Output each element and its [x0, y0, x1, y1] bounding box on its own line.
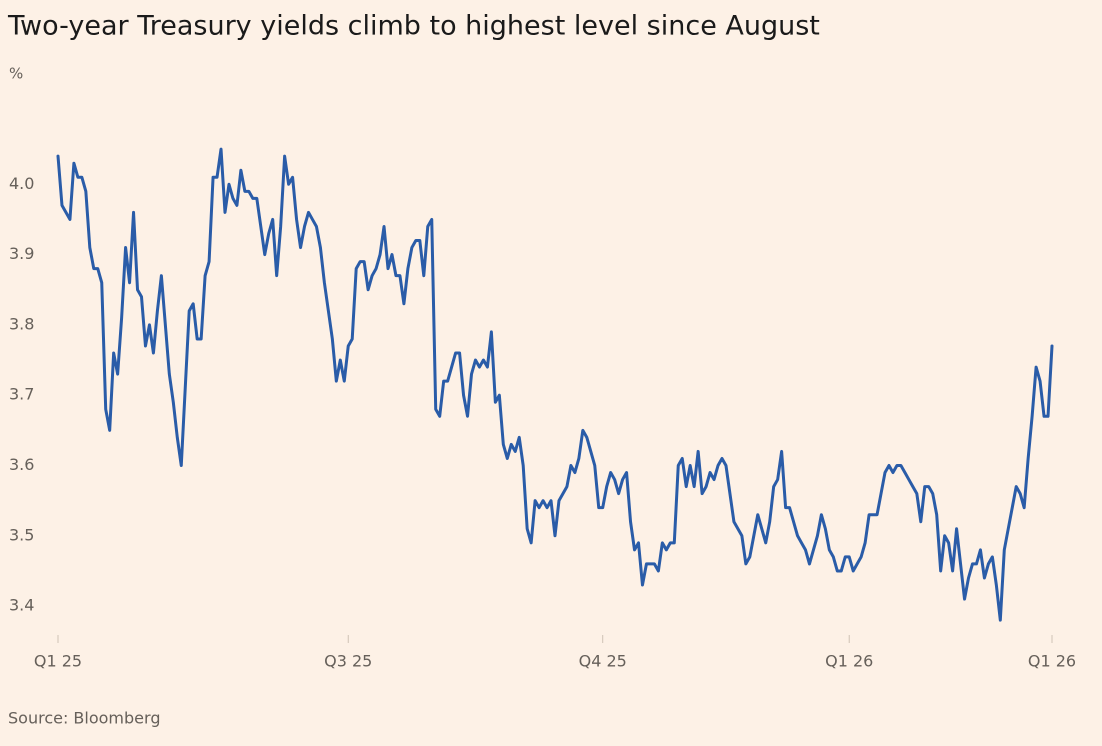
- x-tick-label: Q3 25: [324, 652, 372, 671]
- x-tick-label: Q1 25: [34, 652, 82, 671]
- x-tick-label: Q1 26: [1028, 652, 1076, 671]
- line-series: [56, 147, 1054, 622]
- source: Source: Bloomberg: [8, 709, 160, 728]
- y-tick-label: 3.8: [9, 314, 34, 333]
- y-tick-label: 3.6: [9, 455, 34, 474]
- y-tick-label: 3.7: [9, 385, 34, 404]
- chart-title: Two-year Treasury yields climb to highes…: [7, 11, 820, 42]
- y-tick-label: 3.5: [9, 525, 34, 544]
- y-tick-label: 3.4: [9, 596, 34, 615]
- y-tick-label: 3.9: [9, 244, 34, 263]
- x-tick-label: Q4 25: [579, 652, 627, 671]
- x-tick-label: Q1 26: [825, 652, 873, 671]
- y-axis-unit: %: [9, 65, 23, 83]
- y-tick-label: 4.0: [9, 174, 34, 193]
